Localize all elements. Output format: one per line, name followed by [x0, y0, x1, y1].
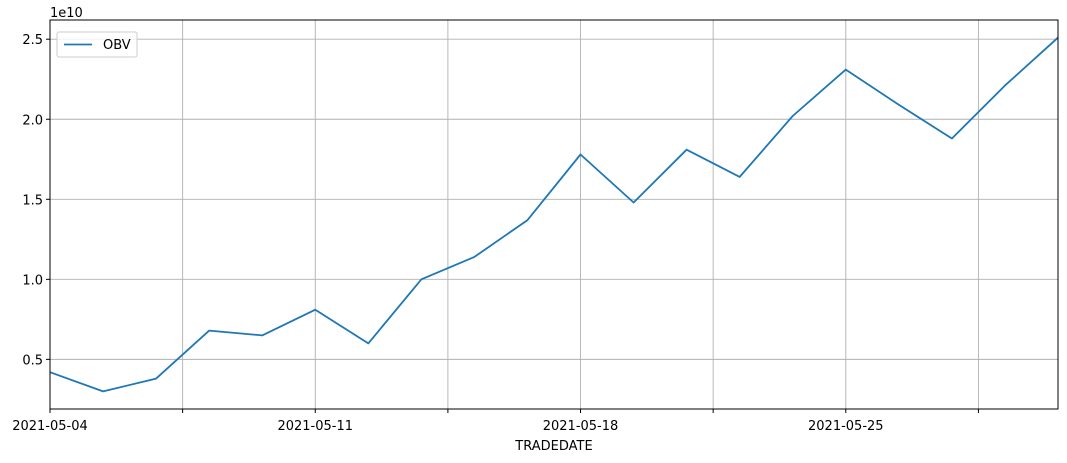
- y-tick-label-4: 2.5: [22, 33, 43, 48]
- x-tick-label-3: 2021-05-25: [808, 419, 884, 434]
- series-line-obv: [50, 36, 1058, 393]
- y-tick-label-2: 1.5: [22, 193, 43, 208]
- x-tick-label-0: 2021-05-04: [12, 419, 88, 434]
- x-tick-label-2: 2021-05-18: [543, 419, 619, 434]
- legend-obv-label: OBV: [103, 38, 131, 53]
- y-tick-label-1: 1.0: [22, 273, 43, 288]
- x-tick-label-1: 2021-05-11: [277, 419, 353, 434]
- series-layer: [50, 36, 1058, 393]
- y-offset-label: 1e10: [50, 6, 83, 21]
- x-axis-label: TRADEDATE: [514, 439, 592, 454]
- legend: OBV: [56, 31, 138, 58]
- y-tick-label-3: 2.0: [22, 113, 43, 128]
- plot-frame: [49, 19, 1059, 410]
- y-tick-label-0: 0.5: [22, 353, 43, 368]
- axis-ticks: 0.5 1.0 1.5 2.0 2.5 2021-05-04 2021-05-11 2021-…: [12, 33, 979, 434]
- legend-box: [56, 31, 138, 58]
